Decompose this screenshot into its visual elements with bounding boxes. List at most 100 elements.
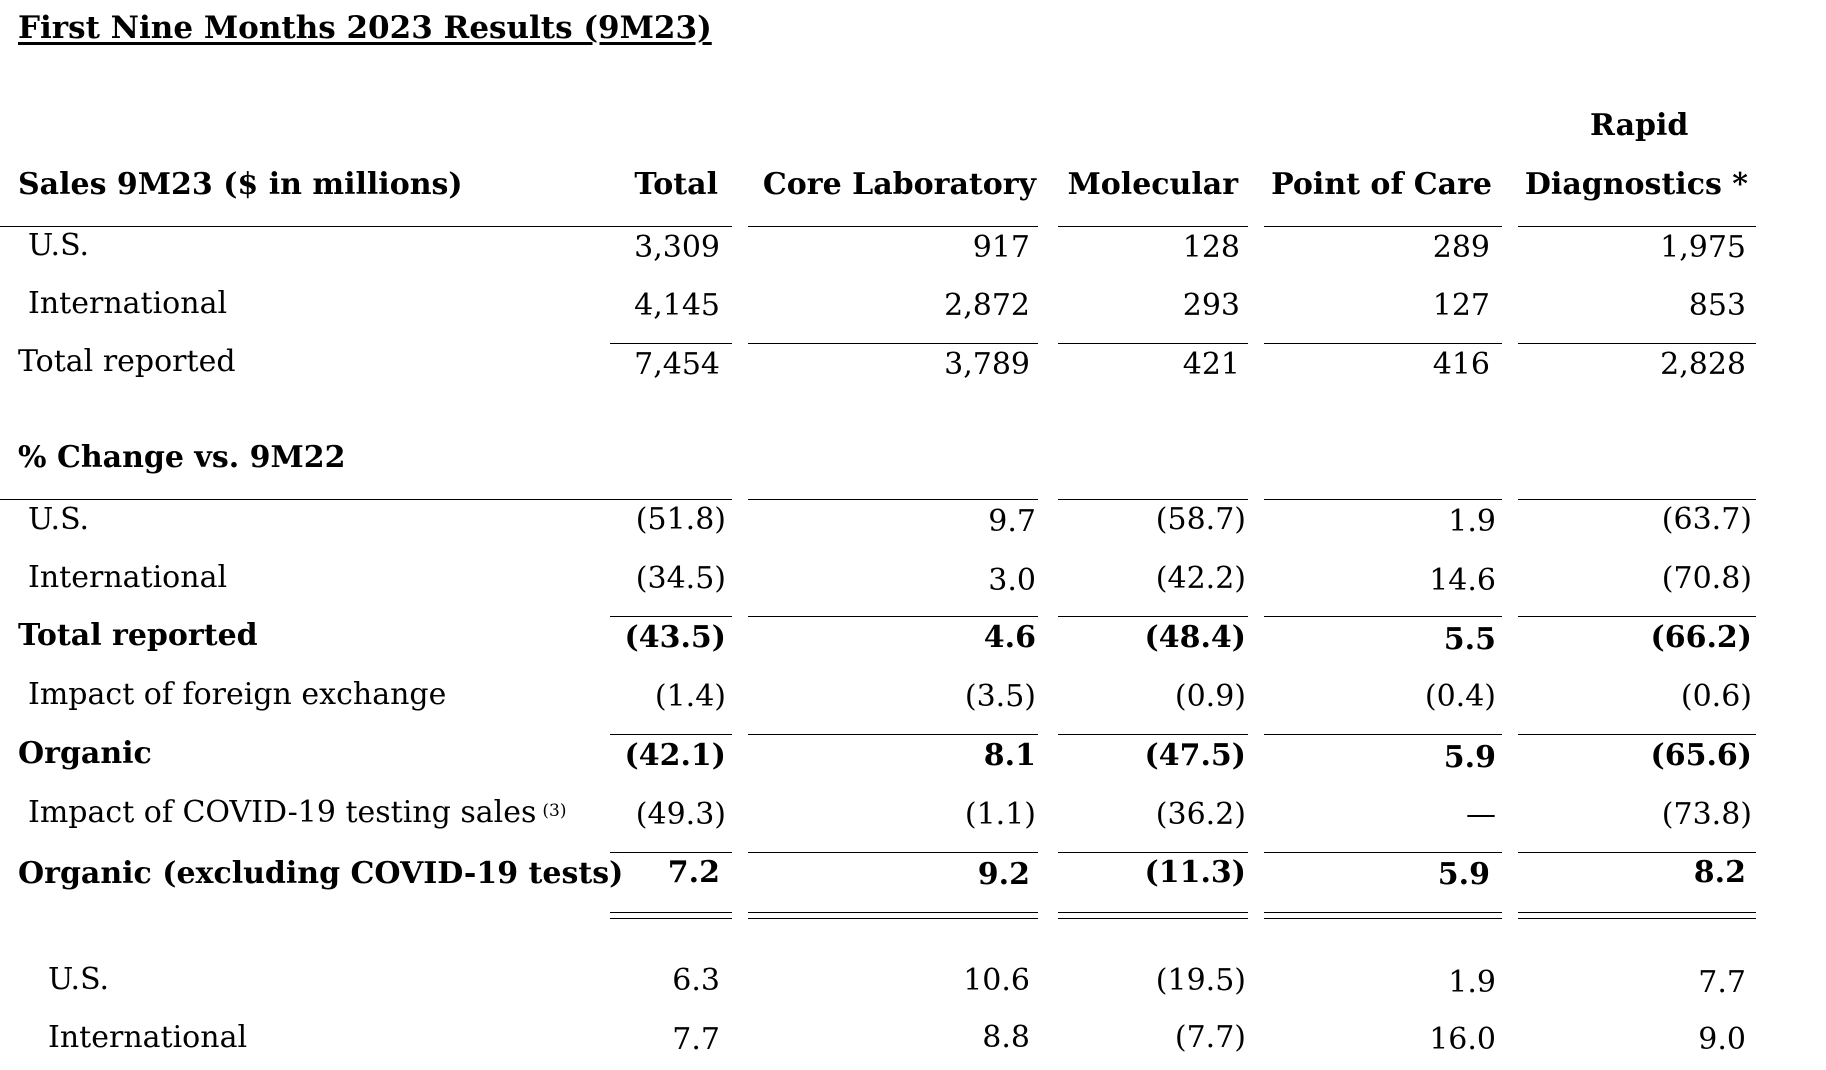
cell-core-laboratory: 9.7	[988, 504, 1036, 539]
organic-rule	[610, 734, 732, 735]
organic-rule	[748, 734, 1038, 735]
cell-core-laboratory: 3.0	[988, 563, 1036, 598]
cell-rapid-diagnostics: (70.8)	[1661, 561, 1752, 596]
total-reported-rule	[748, 616, 1038, 617]
row-label: Organic (excluding COVID-19 tests)	[18, 856, 624, 891]
cell-core-laboratory: 3,789	[944, 347, 1030, 382]
row-label: International	[48, 1020, 248, 1055]
double-rule	[610, 912, 732, 919]
cell-point-of-care: 1.9	[1448, 504, 1496, 539]
organic-rule	[1264, 734, 1502, 735]
organic-ex-covid-rule	[1264, 852, 1502, 853]
total-reported-rule	[1264, 616, 1502, 617]
subtotal-rule	[1264, 343, 1502, 344]
cell-total: 4,145	[634, 288, 720, 323]
column-header-total: Total	[634, 167, 718, 202]
cell-total: (51.8)	[635, 502, 726, 537]
cell-core-laboratory: 4.6	[983, 620, 1036, 655]
cell-molecular: (36.2)	[1155, 797, 1246, 832]
organic-ex-covid-rule	[1058, 852, 1248, 853]
row-label: Impact of COVID-19 testing sales (3)	[28, 795, 567, 831]
double-rule	[1058, 912, 1248, 919]
cell-core-laboratory: 8.8	[982, 1020, 1030, 1055]
row-label-text: Impact of COVID-19 testing sales	[28, 795, 537, 830]
header-rule	[748, 226, 1038, 227]
total-reported-rule	[610, 616, 732, 617]
cell-rapid-diagnostics: (0.6)	[1680, 679, 1752, 714]
document-title: First Nine Months 2023 Results (9M23)	[18, 10, 712, 46]
organic-ex-covid-rule	[748, 852, 1038, 853]
header-rule	[1058, 226, 1248, 227]
cell-rapid-diagnostics: 8.2	[1693, 855, 1746, 890]
cell-total: 3,309	[634, 230, 720, 265]
section-rule	[748, 499, 1038, 500]
cell-core-laboratory: 10.6	[963, 963, 1030, 998]
cell-molecular: (58.7)	[1155, 502, 1246, 537]
cell-molecular: 293	[1182, 288, 1240, 323]
section-rule	[1518, 499, 1756, 500]
cell-total: 6.3	[672, 963, 720, 998]
cell-point-of-care: 416	[1432, 347, 1490, 382]
cell-total: (34.5)	[635, 561, 726, 596]
cell-total: (49.3)	[635, 797, 726, 832]
cell-molecular: (19.5)	[1155, 963, 1246, 998]
cell-rapid-diagnostics: 2,828	[1660, 347, 1746, 382]
section-rule	[1264, 499, 1502, 500]
cell-total: (1.4)	[654, 679, 726, 714]
cell-rapid-diagnostics: (73.8)	[1661, 797, 1752, 832]
column-header-core-laboratory: Core Laboratory	[762, 167, 1036, 202]
cell-core-laboratory: (1.1)	[964, 797, 1036, 832]
double-rule	[1264, 912, 1502, 919]
column-header-molecular: Molecular	[1067, 167, 1238, 202]
header-rule	[1518, 226, 1756, 227]
cell-molecular: 421	[1182, 347, 1240, 382]
cell-point-of-care: 127	[1432, 288, 1490, 323]
row-label: Total reported	[18, 618, 258, 653]
cell-point-of-care: 5.9	[1437, 857, 1490, 892]
cell-total: (42.1)	[624, 738, 726, 773]
cell-molecular: (7.7)	[1174, 1020, 1246, 1055]
cell-molecular: (42.2)	[1155, 561, 1246, 596]
cell-total: 7.2	[667, 855, 720, 890]
cell-rapid-diagnostics: 1,975	[1660, 230, 1746, 265]
cell-molecular: (47.5)	[1144, 738, 1246, 773]
cell-rapid-diagnostics: (66.2)	[1650, 620, 1752, 655]
subtotal-rule	[1518, 343, 1756, 344]
footnote-marker: (3)	[542, 801, 567, 821]
cell-molecular: (48.4)	[1144, 620, 1246, 655]
row-label: U.S.	[28, 228, 90, 263]
header-rule	[0, 226, 732, 227]
rapid-header-line2: Diagnostics *	[1524, 167, 1748, 202]
header-rule	[1264, 226, 1502, 227]
organic-ex-covid-rule	[610, 852, 732, 853]
cell-point-of-care: 14.6	[1429, 563, 1496, 598]
section-rule	[0, 499, 732, 500]
row-label: U.S.	[28, 502, 90, 537]
cell-rapid-diagnostics: 853	[1688, 288, 1746, 323]
cell-molecular: (0.9)	[1174, 679, 1246, 714]
cell-rapid-diagnostics: 9.0	[1698, 1022, 1746, 1057]
cell-point-of-care: 5.5	[1443, 622, 1496, 657]
cell-point-of-care: —	[1466, 797, 1496, 832]
cell-total: 7.7	[672, 1022, 720, 1057]
organic-rule	[1518, 734, 1756, 735]
cell-total: 7,454	[634, 347, 720, 382]
cell-rapid-diagnostics: (65.6)	[1650, 738, 1752, 773]
cell-point-of-care: 1.9	[1448, 965, 1496, 1000]
section-header-change: % Change vs. 9M22	[18, 440, 346, 475]
cell-rapid-diagnostics: 7.7	[1698, 965, 1746, 1000]
row-label: International	[28, 560, 228, 595]
total-reported-rule	[1518, 616, 1756, 617]
row-label: Organic	[18, 736, 152, 771]
cell-molecular: 128	[1182, 230, 1240, 265]
row-label: U.S.	[48, 962, 110, 997]
double-rule	[748, 912, 1038, 919]
total-reported-rule	[1058, 616, 1248, 617]
column-header-point-of-care: Point of Care	[1271, 167, 1492, 202]
row-label: International	[28, 286, 228, 321]
cell-rapid-diagnostics: (63.7)	[1661, 502, 1752, 537]
row-label: Impact of foreign exchange	[28, 677, 447, 712]
cell-core-laboratory: 2,872	[944, 288, 1030, 323]
section-rule	[1058, 499, 1248, 500]
rapid-header-line1: Rapid	[1590, 108, 1689, 143]
